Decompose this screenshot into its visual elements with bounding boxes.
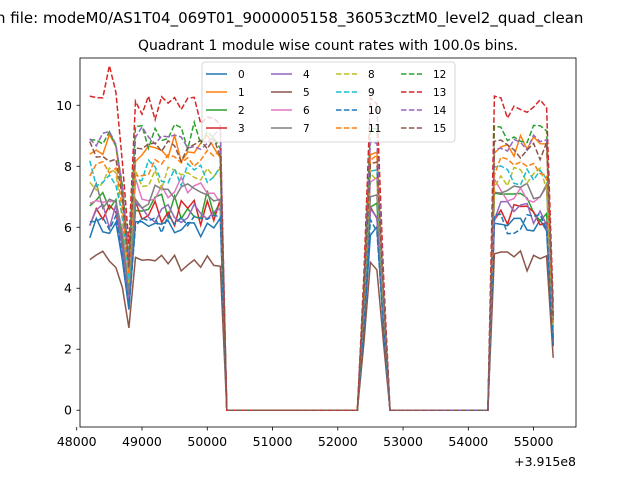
legend-label-10: 10 xyxy=(368,105,381,117)
legend-label-0: 0 xyxy=(238,69,245,81)
series-5-line xyxy=(89,249,554,411)
series-15-line xyxy=(89,136,554,411)
chart-suptitle: n file: modeM0/AS1T04_069T01_9000005158_… xyxy=(0,9,583,28)
x-tick-label: 48000 xyxy=(57,434,97,449)
x-tick-label: 55000 xyxy=(514,434,554,449)
y-tick-label: 8 xyxy=(64,159,72,174)
series-10-line xyxy=(89,213,554,411)
legend-label-2: 2 xyxy=(238,105,245,117)
legend-label-4: 4 xyxy=(303,69,310,81)
legend-label-8: 8 xyxy=(368,69,375,81)
series-14-line xyxy=(89,125,554,411)
y-axis: 0 2 4 6 8 10 xyxy=(56,98,80,418)
x-tick-label: 52000 xyxy=(318,434,358,449)
y-tick-label: 4 xyxy=(64,281,72,296)
series-12-line xyxy=(89,119,554,411)
y-tick-label: 2 xyxy=(64,342,72,357)
legend-label-3: 3 xyxy=(238,123,245,135)
series-4-line xyxy=(89,200,554,411)
legend-label-7: 7 xyxy=(303,123,310,135)
series-0-line xyxy=(89,215,554,411)
legend-label-6: 6 xyxy=(303,105,310,117)
series-9-line xyxy=(89,158,554,411)
y-tick-label: 10 xyxy=(56,98,72,113)
legend-box xyxy=(201,61,456,143)
series-8-line xyxy=(89,165,554,411)
plot-frame xyxy=(79,57,577,428)
y-tick-label: 0 xyxy=(64,403,72,418)
legend-label-11: 11 xyxy=(368,123,381,135)
legend-label-1: 1 xyxy=(238,87,245,99)
series-3-line xyxy=(89,198,554,411)
legend-label-14: 14 xyxy=(433,105,447,117)
y-tick-label: 6 xyxy=(64,220,72,235)
chart-title: Quadrant 1 module wise count rates with … xyxy=(138,38,518,54)
x-tick-label: 53000 xyxy=(383,434,423,449)
legend-label-9: 9 xyxy=(368,87,375,99)
x-tick-label: 50000 xyxy=(187,434,227,449)
x-tick-label: 51000 xyxy=(253,434,293,449)
legend-label-5: 5 xyxy=(303,87,310,99)
x-axis: 48000 49000 50000 51000 52000 53000 54000 55000 xyxy=(57,427,554,449)
legend-label-13: 13 xyxy=(433,87,446,99)
plot-lines xyxy=(89,65,554,411)
x-tick-label: 49000 xyxy=(122,434,162,449)
x-offset-label: +3.915e8 xyxy=(514,454,576,469)
legend-label-12: 12 xyxy=(433,69,446,81)
legend-label-15: 15 xyxy=(433,123,446,135)
x-tick-label: 54000 xyxy=(448,434,488,449)
